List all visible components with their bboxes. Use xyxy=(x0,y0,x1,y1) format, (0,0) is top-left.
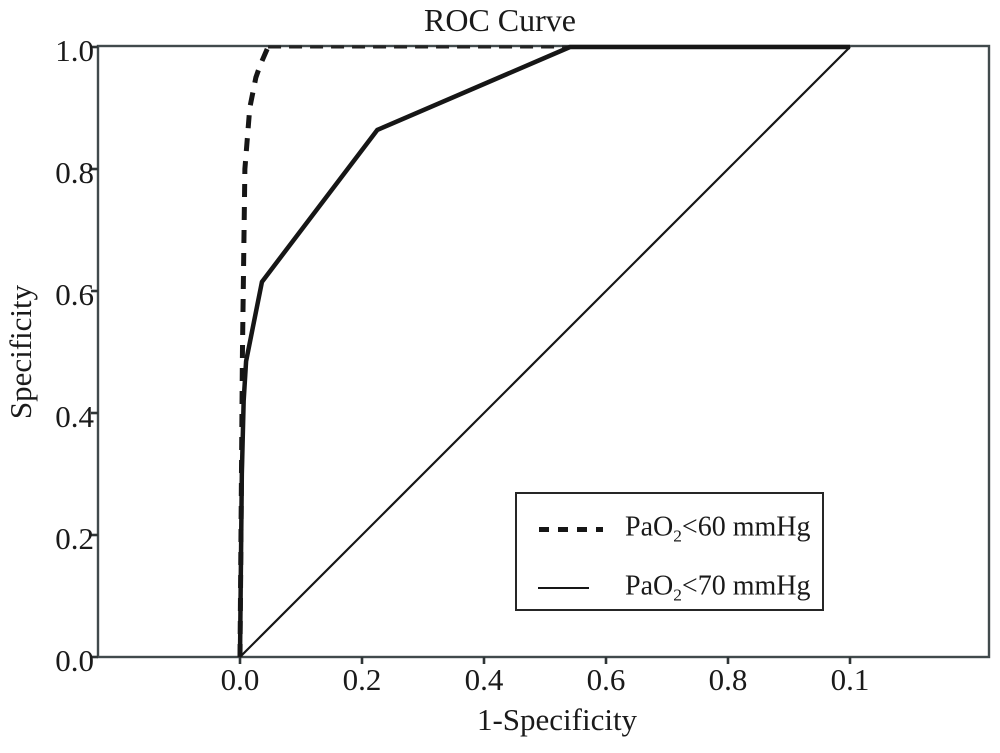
y-tick-label: 1.0 xyxy=(55,33,94,68)
legend: PaO2<60 mmHg PaO2<70 mmHg xyxy=(515,492,824,611)
legend-dashed-line-sample xyxy=(539,527,603,532)
legend-label: PaO2<60 mmHg xyxy=(625,511,811,546)
y-tick-label: 0.4 xyxy=(55,399,94,434)
y-tick-label: 0.2 xyxy=(55,521,94,556)
y-tick-label: 0.8 xyxy=(55,155,94,190)
y-tick-label: 0.6 xyxy=(55,277,94,312)
legend-item: PaO2<70 mmHg xyxy=(517,571,822,605)
x-tick-label: 0.4 xyxy=(464,662,504,697)
legend-label: PaO2<70 mmHg xyxy=(625,570,811,605)
x-tick-label: 0.2 xyxy=(342,662,382,697)
y-tick-label: 0.0 xyxy=(55,643,94,678)
reference-diagonal xyxy=(239,46,851,658)
x-tick-label: 0.6 xyxy=(586,662,626,697)
x-tick-label: 0.8 xyxy=(708,662,748,697)
curve-dashed xyxy=(237,46,271,658)
legend-item: PaO2<60 mmHg xyxy=(517,512,822,546)
x-axis-title: 1-Specificity xyxy=(476,702,638,737)
curve-solid xyxy=(237,44,850,658)
x-tick-label: 0.1 xyxy=(830,662,870,697)
chart-title: ROC Curve xyxy=(424,2,576,38)
x-tick-label: 0.0 xyxy=(220,662,260,697)
legend-solid-line-sample xyxy=(538,587,589,589)
